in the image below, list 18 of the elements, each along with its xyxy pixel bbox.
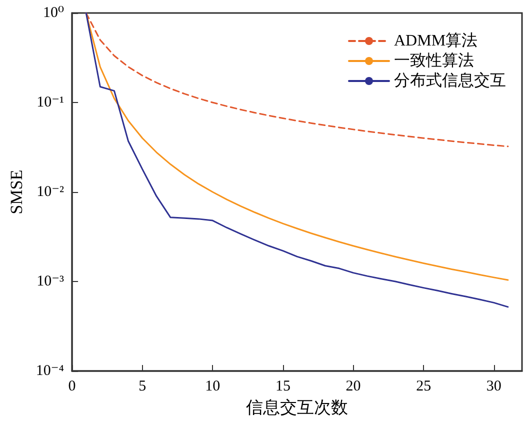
line-series: [85, 12, 509, 148]
y-tick-label: 10⁻²: [36, 184, 65, 200]
y-axis-title: SMSE: [7, 170, 26, 214]
x-axis-title: 信息交互次数: [246, 398, 348, 417]
y-tick-label: 10⁻³: [36, 274, 65, 290]
x-tick-label: 0: [68, 378, 76, 394]
x-tick-label: 10: [205, 378, 220, 394]
x-tick-label: 20: [346, 378, 361, 394]
x-tick-label: 5: [138, 378, 146, 394]
legend-label: 分布式信息交互: [394, 72, 506, 90]
legend-label: ADMM算法: [394, 32, 478, 50]
x-tick-label: 25: [416, 378, 432, 394]
x-tick-label: 30: [486, 378, 502, 394]
y-tick-label: 10⁻¹: [36, 94, 64, 110]
y-tick-label: 10⁻⁴: [36, 363, 64, 379]
y-tick-label: 10⁰: [43, 5, 64, 21]
legend-label: 一致性算法: [394, 52, 474, 70]
x-tick-label: 15: [275, 378, 290, 394]
